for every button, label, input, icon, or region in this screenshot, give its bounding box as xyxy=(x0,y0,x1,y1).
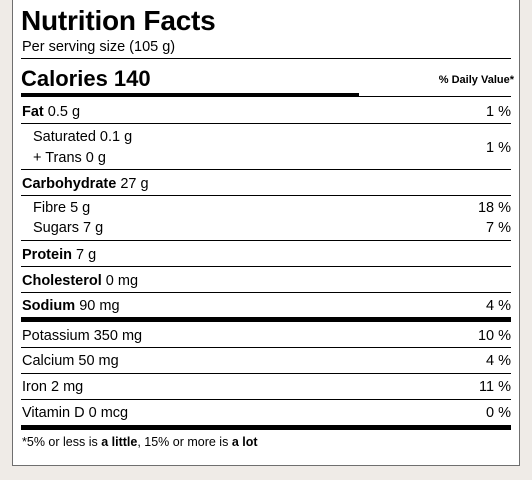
sodium-dv: 4 % xyxy=(486,298,511,314)
trans-row: + Trans 0 g xyxy=(33,150,106,166)
divider xyxy=(21,58,511,59)
divider xyxy=(21,292,511,293)
divider xyxy=(21,347,511,348)
thick-rule xyxy=(21,425,511,430)
cholesterol-label: Cholesterol xyxy=(22,273,102,289)
iron-row: Iron 2 mg xyxy=(22,379,84,395)
saturated-trans-dv: 1 % xyxy=(486,140,511,156)
carbohydrate-amount: 27 g xyxy=(120,176,149,192)
divider xyxy=(21,240,511,241)
iron-dv: 11 % xyxy=(479,379,511,395)
cholesterol-amount: 0 mg xyxy=(105,273,139,289)
vitamin-d-dv: 0 % xyxy=(486,405,511,421)
sugars-dv: 7 % xyxy=(486,220,511,236)
footnote-lot: a lot xyxy=(231,435,258,449)
fibre-row: Fibre 5 g xyxy=(33,200,91,216)
protein-amount: 7 g xyxy=(75,247,97,263)
divider xyxy=(21,195,511,196)
calories-thick-rule xyxy=(21,93,359,97)
calcium-row: Calcium 50 mg xyxy=(22,353,119,369)
divider xyxy=(21,169,511,170)
divider xyxy=(21,96,511,97)
fat-row: Fat 0.5 g xyxy=(22,104,80,120)
protein-row: Protein 7 g xyxy=(22,247,96,263)
sodium-amount: 90 mg xyxy=(79,298,120,314)
sodium-row: Sodium 90 mg xyxy=(22,298,120,314)
carbohydrate-label: Carbohydrate xyxy=(22,176,117,192)
calcium-dv: 4 % xyxy=(486,353,511,369)
vitamin-d-row: Vitamin D 0 mcg xyxy=(22,405,129,421)
footnote-text: *5% or less is xyxy=(22,435,102,449)
fat-dv: 1 % xyxy=(486,104,511,120)
footnote-text: , 15% or more is xyxy=(137,435,232,449)
serving-size: Per serving size (105 g) xyxy=(22,39,176,55)
footnote-little: a little xyxy=(101,435,138,449)
sodium-label: Sodium xyxy=(22,298,76,314)
daily-value-header: % Daily Value* xyxy=(438,74,514,86)
footnote: *5% or less is a little, 15% or more is … xyxy=(22,435,258,449)
divider xyxy=(21,399,511,400)
fibre-dv: 18 % xyxy=(477,200,511,216)
fat-label: Fat xyxy=(22,104,44,120)
nutrition-title: Nutrition Facts xyxy=(21,5,216,36)
potassium-dv: 10 % xyxy=(477,328,511,344)
protein-label: Protein xyxy=(22,247,72,263)
divider xyxy=(21,266,511,267)
divider xyxy=(21,373,511,374)
cholesterol-row: Cholesterol 0 mg xyxy=(22,273,138,289)
carbohydrate-row: Carbohydrate 27 g xyxy=(22,176,149,192)
sugars-row: Sugars 7 g xyxy=(33,220,104,236)
saturated-row: Saturated 0.1 g xyxy=(33,129,133,145)
calories-label: Calories 140 xyxy=(21,66,151,91)
nutrition-facts-panel: Nutrition Facts Per serving size (105 g)… xyxy=(12,0,520,466)
thick-rule xyxy=(21,317,511,322)
potassium-row: Potassium 350 mg xyxy=(22,328,143,344)
divider xyxy=(21,123,511,124)
fat-amount: 0.5 g xyxy=(47,104,81,120)
